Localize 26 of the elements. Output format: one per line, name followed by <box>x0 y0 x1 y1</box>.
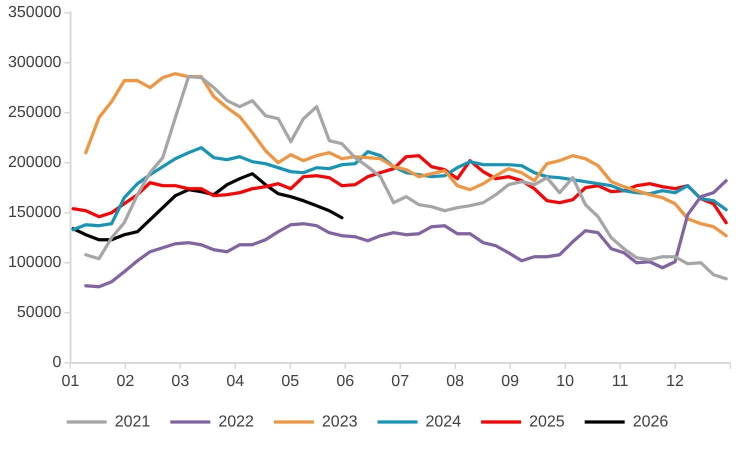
y-tick-label: 200000 <box>8 154 62 172</box>
x-tick-label: 07 <box>391 372 410 390</box>
y-tick-label: 250000 <box>8 104 62 122</box>
y-tick-label: 150000 <box>8 204 62 222</box>
x-tick-label: 01 <box>61 372 80 390</box>
legend-label: 2022 <box>218 413 254 430</box>
legend-label: 2021 <box>114 413 150 430</box>
legend-label: 2025 <box>529 413 565 430</box>
x-tick-label: 04 <box>226 372 244 390</box>
legend-label: 2023 <box>322 413 358 430</box>
y-tick-label: 300000 <box>8 54 62 72</box>
y-tick-label: 0 <box>52 354 62 372</box>
y-tick-label: 100000 <box>8 254 62 272</box>
x-tick-label: 02 <box>116 372 134 390</box>
x-tick-label: 08 <box>446 372 464 390</box>
x-tick-label: 06 <box>336 372 354 390</box>
y-tick-label: 50000 <box>16 304 62 322</box>
x-tick-label: 12 <box>666 372 684 390</box>
x-tick-label: 09 <box>501 372 520 390</box>
legend-label: 2024 <box>426 413 462 430</box>
x-tick-label: 11 <box>612 372 628 390</box>
x-tick-label: 05 <box>281 372 300 390</box>
legend-label: 2026 <box>632 413 668 430</box>
y-tick-label: 350000 <box>8 4 62 22</box>
x-tick-label: 03 <box>171 372 190 390</box>
x-tick-label: 10 <box>556 372 574 390</box>
